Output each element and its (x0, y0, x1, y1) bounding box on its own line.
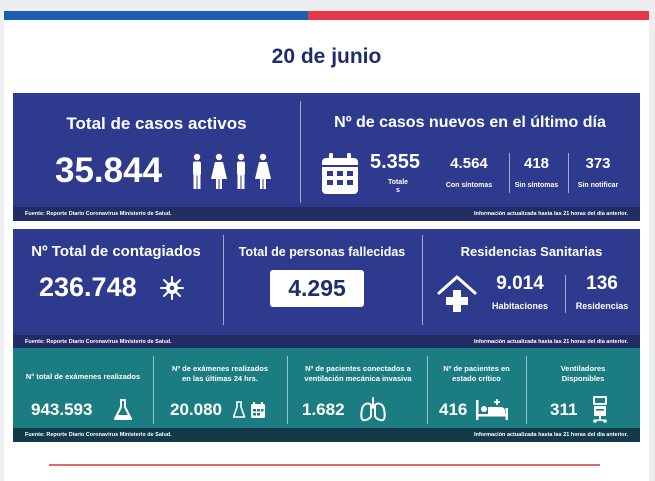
ventilator-icon (591, 395, 609, 423)
divider (153, 356, 154, 424)
sin-notificar-value: 373 (585, 155, 611, 172)
examenes-24-title-line2: en las últimas 24 hrs. (182, 374, 258, 383)
divider (568, 153, 569, 193)
ventilacion-value: 1.682 (302, 400, 345, 419)
hospital-bed-icon (475, 398, 509, 422)
fallecidas-title: Total de personas fallecidas (238, 245, 406, 259)
top-bar-blue (4, 11, 308, 20)
footer-updated: Información actualizada hasta las 21 hor… (473, 432, 628, 438)
ventilacion-title-line2: ventilación mecánica invasiva (304, 374, 412, 383)
examenes-24-title-line1: Nº de exámenes realizados (171, 364, 269, 373)
divider (223, 235, 224, 325)
house-medical-icon (436, 273, 478, 313)
critico-value: 416 (439, 400, 468, 419)
divider (300, 101, 301, 203)
lungs-icon (359, 396, 387, 422)
flask-icon (113, 398, 133, 422)
active-cases-value: 35.844 (55, 151, 163, 190)
divider (287, 356, 288, 424)
flask-calendar-icon (233, 401, 267, 419)
habitaciones-value: 9.014 (496, 273, 544, 294)
critico-title-line2: estado crítico (452, 374, 501, 383)
panel-footer: Fuente: Reporte Diario Coronavirus Minis… (13, 428, 640, 442)
divider (427, 356, 428, 424)
sintomas-value: 4.564 (450, 155, 488, 172)
virus-icon (159, 275, 185, 301)
divider (509, 153, 510, 193)
sin-sintomas-label: Sin síntomas (514, 182, 559, 189)
contagiados-title: Nº Total de contagiados (31, 243, 201, 260)
footer-source: Fuente: Reporte Diario Coronavirus Minis… (25, 211, 172, 217)
sin-notificar-label: Sin notificar (577, 182, 619, 189)
people-icon (188, 153, 278, 191)
divider (422, 235, 423, 325)
footer-updated: Información actualizada hasta las 21 hor… (473, 211, 628, 217)
ventiladores-value: 311 (550, 400, 578, 419)
panel-footer: Fuente: Reporte Diario Coronavirus Minis… (13, 335, 640, 349)
sin-sintomas-value: 418 (523, 155, 550, 172)
examenes-panel: N° total de exámenes realizados 943.593 … (13, 348, 640, 442)
divider (565, 275, 566, 313)
contagiados-value: 236.748 (39, 272, 137, 302)
new-cases-title: Nº de casos nuevos en el último día (334, 114, 606, 131)
examenes-value: 943.593 (31, 400, 93, 419)
report-date: 20 de junio (271, 45, 382, 68)
report-page: 20 de junio Total de casos activos 35.84… (4, 11, 649, 481)
sintomas-label: Con síntomas (445, 182, 493, 189)
bottom-divider-line (49, 464, 600, 466)
residencias-value: 136 (586, 273, 618, 294)
critico-title-line1: Nº de pacientes en (443, 364, 510, 373)
footer-source: Fuente: Reporte Diario Coronavirus Minis… (25, 339, 172, 345)
active-cases-panel: Total de casos activos 35.844 Nº de caso… (13, 93, 640, 221)
top-bar-red (308, 11, 649, 20)
ventiladores-title-line1: Ventiladores (560, 364, 606, 373)
calendar-icon (321, 153, 359, 195)
fallecidas-value: 4.295 (270, 270, 364, 307)
examenes-24-value: 20.080 (170, 400, 222, 419)
new-cases-total-value: 5.355 (370, 151, 421, 173)
panel-footer: Fuente: Reporte Diario Coronavirus Minis… (13, 207, 640, 221)
residencias-title: Residencias Sanitarias (460, 244, 603, 259)
new-cases-total-label-line2: s (396, 187, 400, 194)
residencias-label: Residencias (575, 301, 629, 311)
contagiados-panel: Nº Total de contagiados 236.748 Total de… (13, 229, 640, 349)
ventilacion-title-line1: Nº de pacientes conectados a (305, 364, 411, 373)
habitaciones-label: Habitaciones (491, 301, 549, 311)
footer-updated: Información actualizada hasta las 21 hor… (473, 339, 628, 345)
examenes-title: N° total de exámenes realizados (25, 372, 141, 381)
footer-source: Fuente: Reporte Diario Coronavirus Minis… (25, 432, 172, 438)
active-cases-title: Total de casos activos (66, 114, 247, 133)
ventiladores-title-line2: Disponibles (561, 374, 605, 383)
new-cases-total-label-line1: Totale (387, 179, 409, 186)
divider (526, 356, 527, 424)
